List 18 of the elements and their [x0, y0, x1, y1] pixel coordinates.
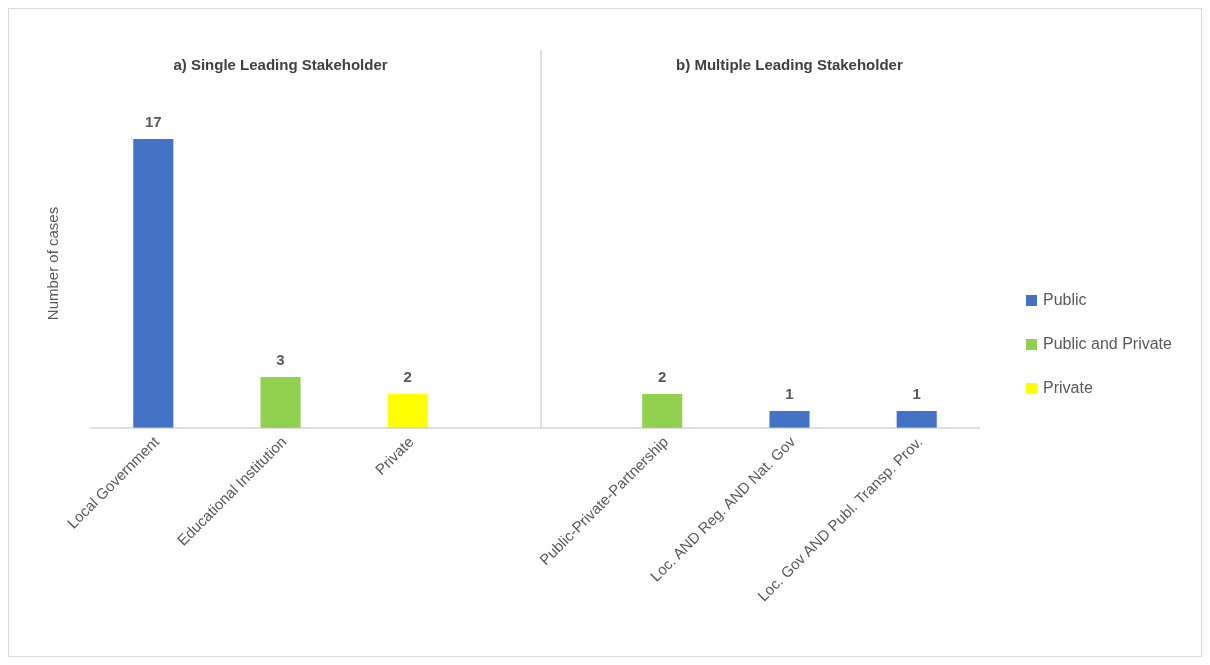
bar: [896, 411, 937, 428]
data-label: 2: [658, 368, 667, 385]
data-label: 1: [912, 385, 921, 402]
text: a) Single Leading Stakeholder: [173, 56, 388, 73]
bar: [642, 394, 683, 428]
bar: [769, 411, 810, 428]
text: b) Multiple Leading Stakeholder: [676, 56, 903, 73]
data-label: 3: [276, 351, 285, 368]
bar: [133, 139, 174, 428]
legend-label: Public: [1043, 291, 1087, 309]
bar: [387, 394, 428, 428]
legend-label: Public and Private: [1043, 335, 1173, 353]
y-axis-title: Number of cases: [44, 206, 61, 321]
data-label: 2: [403, 368, 412, 385]
data-label: 17: [144, 113, 162, 130]
data-label: 1: [785, 385, 794, 402]
legend-label: Private: [1043, 379, 1093, 397]
bar: [260, 377, 301, 428]
